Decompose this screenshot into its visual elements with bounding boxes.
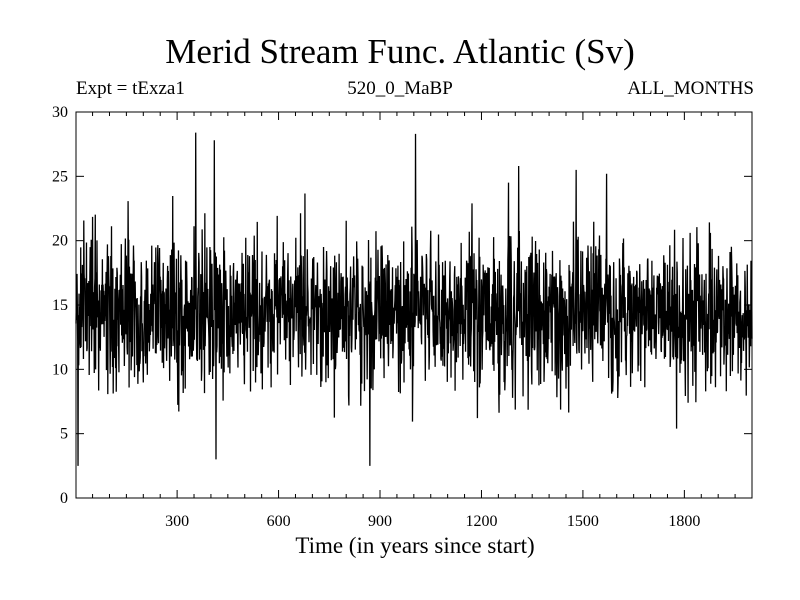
y-tick-label: 0 [60,490,68,507]
x-tick-label: 1200 [465,513,497,530]
axis-layer: 0 5 10 15 20 25 30 300 600 900 1200 1500 1800 [52,104,753,530]
y-tick-label: 10 [52,361,68,378]
x-tick-label: 1500 [567,513,599,530]
months-label: ALL_MONTHS [627,78,754,99]
y-tick-label: 15 [52,297,68,314]
y-tick-label: 30 [52,104,68,121]
x-tick-label: 900 [368,513,392,530]
x-axis-label: Time (in years since start) [295,533,535,558]
chart-title: Merid Stream Func. Atlantic (Sv) [165,32,635,71]
y-tick-label: 20 [52,233,68,250]
series-layer [75,132,753,466]
experiment-label: Expt = tExza1 [76,78,185,99]
y-tick-label: 25 [52,168,68,185]
x-tick-label: 600 [267,513,291,530]
y-tick-label: 5 [60,426,68,443]
series-line [75,132,753,466]
period-label: 520_0_MaBP [347,78,453,99]
x-tick-label: 1800 [668,513,700,530]
x-tick-label: 300 [165,513,189,530]
